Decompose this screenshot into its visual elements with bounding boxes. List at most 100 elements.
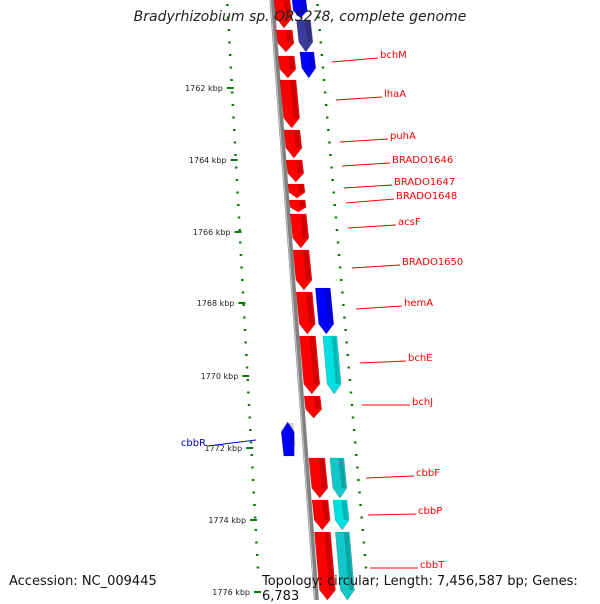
inner-tick-dot [241, 279, 244, 281]
forward-gene-arrow-shade [293, 131, 301, 148]
reverse-gene-arrow [299, 51, 317, 79]
forward-gene-arrow [283, 129, 303, 159]
inner-tick-dot [240, 266, 243, 269]
ruler-tick [246, 447, 254, 449]
reverse-gene-arrow-shade [289, 423, 296, 446]
ruler-label: 1762 kbp [185, 84, 223, 93]
genome-backbone [269, 0, 319, 600]
inner-tick-dot [245, 354, 248, 356]
outer-tick-dot [333, 204, 336, 206]
inner-tick-dot [228, 54, 232, 56]
forward-gene-arrow [295, 291, 316, 335]
outer-tick-dot [348, 379, 352, 381]
forward-gene-arrow [279, 79, 300, 129]
ruler-tick [230, 159, 238, 161]
ruler-label: 1766 kbp [193, 228, 231, 237]
outer-tick-dot [344, 329, 347, 331]
forward-gene-arrow-shade [314, 397, 321, 410]
cyan-gene-arrow-shade [331, 337, 341, 384]
outer-tick-dot [345, 341, 348, 344]
outer-tick-dot [352, 429, 356, 431]
outer-tick-dot [364, 566, 368, 569]
gene-arrow-purple [296, 19, 314, 53]
inner-tick-dot [245, 366, 249, 369]
gene-label-acsf: acsF [398, 217, 421, 228]
outer-tick-dot [335, 229, 339, 231]
inner-tick-dot [235, 166, 238, 169]
outer-tick-dot [358, 491, 361, 494]
cyan-gene-arrow-shade [341, 501, 349, 520]
outer-tick-dot [328, 141, 331, 144]
ruler-tick [226, 87, 234, 89]
outer-tick-dot [327, 129, 330, 131]
forward-gene-arrow-shade [321, 501, 330, 520]
inner-tick-dot [241, 291, 245, 294]
forward-gene-arrow-shade [286, 31, 293, 44]
inner-tick-dot [255, 541, 258, 544]
inner-tick-dot [230, 79, 233, 81]
forward-gene-arrow [314, 531, 336, 600]
outer-tick-dot [349, 391, 353, 394]
ruler-label: 1776 kbp [212, 588, 250, 597]
reverse-gene-arrow [291, 0, 308, 19]
inner-tick-dot [243, 316, 246, 319]
outer-tick-dot [337, 254, 341, 256]
accession-text: Accession: NC_009445 [9, 574, 157, 589]
gene-label-lhaa: lhaA [384, 89, 406, 100]
outer-tick-dot [363, 554, 367, 556]
reverse-gene-arrow [280, 421, 295, 457]
forward-gene-arrow-shade [302, 251, 311, 280]
inner-tick-dot [249, 429, 252, 431]
ruler-label: 1764 kbp [189, 156, 227, 165]
inner-tick-dot [235, 179, 239, 181]
inner-tick-dot [251, 479, 255, 481]
inner-tick-dot [233, 129, 236, 131]
forward-gene-arrow [289, 213, 310, 249]
inner-tick-dot [230, 91, 234, 94]
inner-tick-dot [250, 454, 253, 456]
inner-tick-dot [247, 391, 250, 394]
forward-gene-arrow [287, 183, 306, 199]
gene-leader-line [365, 475, 415, 479]
forward-gene-arrow [285, 159, 305, 183]
inner-tick-dot [233, 141, 237, 144]
inner-tick-dot [226, 4, 229, 6]
inner-tick-dot [244, 341, 247, 344]
inner-tick-dot [254, 529, 258, 531]
gene-label-cbbf: cbbF [416, 468, 440, 479]
gene-label-cbbp: cbbP [418, 506, 442, 517]
inner-tick-dot [239, 254, 243, 256]
outer-tick-dot [355, 454, 358, 456]
gene-leader-line [343, 184, 393, 189]
forward-gene-arrow [292, 249, 313, 291]
forward-gene-arrow [311, 499, 331, 531]
inner-tick-dot [227, 29, 231, 31]
outer-tick-dot [350, 404, 354, 406]
inner-tick-dot [234, 154, 237, 156]
inner-tick-dot [237, 204, 240, 206]
outer-tick-dot [322, 79, 326, 81]
outer-tick-dot [319, 41, 323, 44]
outer-tick-dot [317, 16, 320, 19]
inner-tick-dot [256, 566, 260, 569]
inner-tick-dot [247, 404, 251, 406]
forward-gene-arrow [308, 457, 329, 499]
inner-tick-dot [237, 216, 241, 219]
ruler-tick [242, 375, 250, 377]
map-title: Bradyrhizobium sp. ORS278, complete geno… [133, 9, 467, 25]
outer-tick-dot [329, 154, 332, 156]
cyan-gene-arrow [322, 335, 342, 395]
ruler-label: 1774 kbp [208, 516, 246, 525]
gene-label-bchm: bchM [380, 50, 407, 61]
cyan-gene-arrow [332, 499, 350, 531]
outer-tick-dot [357, 479, 360, 481]
inner-tick-dot [239, 241, 242, 244]
forward-gene-arrow-shade [290, 81, 299, 118]
cyan-gene-arrow [335, 531, 355, 600]
reverse-gene-arrow [314, 287, 335, 335]
forward-gene-arrow-shade [288, 57, 295, 70]
gene-leader-line [367, 513, 417, 516]
gene-label-cbbr: cbbR [181, 438, 206, 449]
forward-gene-arrow [299, 335, 321, 395]
outer-tick-dot [342, 304, 345, 306]
